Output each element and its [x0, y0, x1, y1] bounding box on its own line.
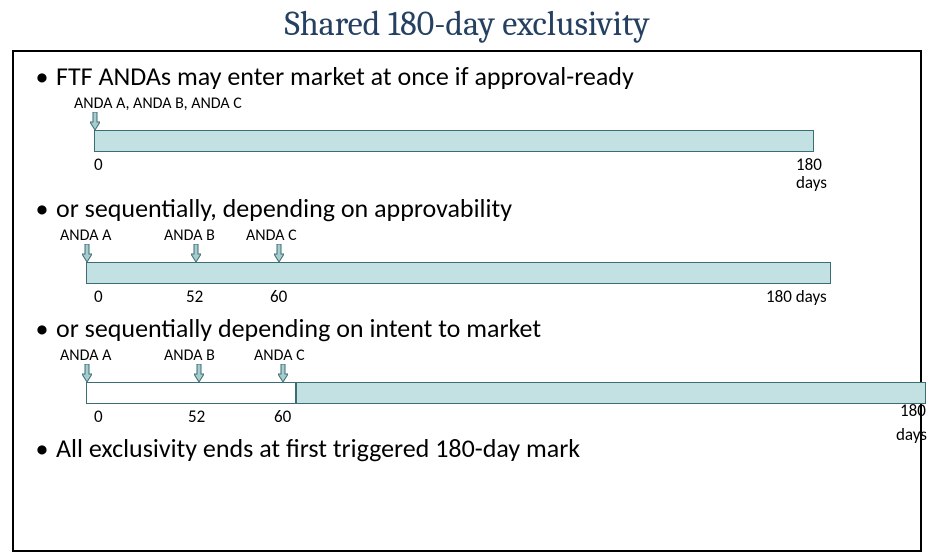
bullet-2-text: or sequentially, depending on approvabil…	[56, 192, 512, 224]
bullet-1-text: FTF ANDAs may enter market at once if ap…	[56, 60, 634, 92]
axis-label-180days: 180 days	[766, 286, 827, 307]
arrow-icon	[90, 112, 100, 130]
bullet-dot-icon: •	[28, 60, 56, 92]
bullet-dot-icon: •	[28, 312, 56, 344]
axis-label-0: 0	[94, 406, 103, 427]
axis-label-180: 180	[900, 400, 926, 421]
axis-label-60: 60	[274, 406, 291, 427]
timeline-3-label-b: ANDA B	[164, 346, 215, 365]
timeline-1-bar	[94, 130, 814, 152]
timeline-1: ANDA A, ANDA B, ANDA C 0 180 days	[56, 94, 906, 190]
axis-label-52: 52	[188, 406, 205, 427]
page-title: Shared 180-day exclusivity	[0, 0, 934, 50]
bullet-3-text: or sequentially depending on intent to m…	[56, 312, 541, 344]
timeline-3-bar-empty	[86, 382, 296, 404]
arrow-icon	[274, 244, 284, 262]
timeline-3-label-a: ANDA A	[60, 346, 111, 365]
bullet-2: • or sequentially, depending on approvab…	[28, 192, 906, 224]
arrow-icon	[82, 244, 92, 262]
timeline-2-label-b: ANDA B	[164, 226, 215, 245]
axis-label-days: days	[796, 172, 827, 193]
arrow-icon	[191, 244, 201, 262]
axis-label-days: days	[896, 424, 927, 445]
arrow-icon	[82, 364, 92, 382]
arrow-icon	[278, 364, 288, 382]
timeline-2: ANDA A ANDA B ANDA C 0 52 60 180 days	[56, 226, 906, 310]
timeline-2-label-a: ANDA A	[60, 226, 111, 245]
bullet-4-text: All exclusivity ends at first triggered …	[56, 432, 580, 464]
bullet-4: • All exclusivity ends at first triggere…	[28, 432, 906, 464]
axis-label-0: 0	[94, 154, 103, 175]
bullet-3: • or sequentially depending on intent to…	[28, 312, 906, 344]
timeline-2-label-c: ANDA C	[246, 226, 297, 245]
bullet-dot-icon: •	[28, 432, 56, 464]
bullet-1: • FTF ANDAs may enter market at once if …	[28, 60, 906, 92]
content-frame: • FTF ANDAs may enter market at once if …	[12, 50, 922, 552]
axis-label-60: 60	[270, 286, 287, 307]
timeline-3-bar-fill	[296, 382, 926, 404]
axis-label-52: 52	[186, 286, 203, 307]
timeline-1-labels: ANDA A, ANDA B, ANDA C	[74, 94, 242, 113]
arrow-icon	[194, 364, 204, 382]
timeline-3-label-c: ANDA C	[254, 346, 305, 365]
timeline-3: ANDA A ANDA B ANDA C 0 52 60 180 days	[56, 346, 906, 434]
timeline-2-bar	[86, 262, 831, 284]
axis-label-0: 0	[94, 286, 103, 307]
bullet-dot-icon: •	[28, 192, 56, 224]
